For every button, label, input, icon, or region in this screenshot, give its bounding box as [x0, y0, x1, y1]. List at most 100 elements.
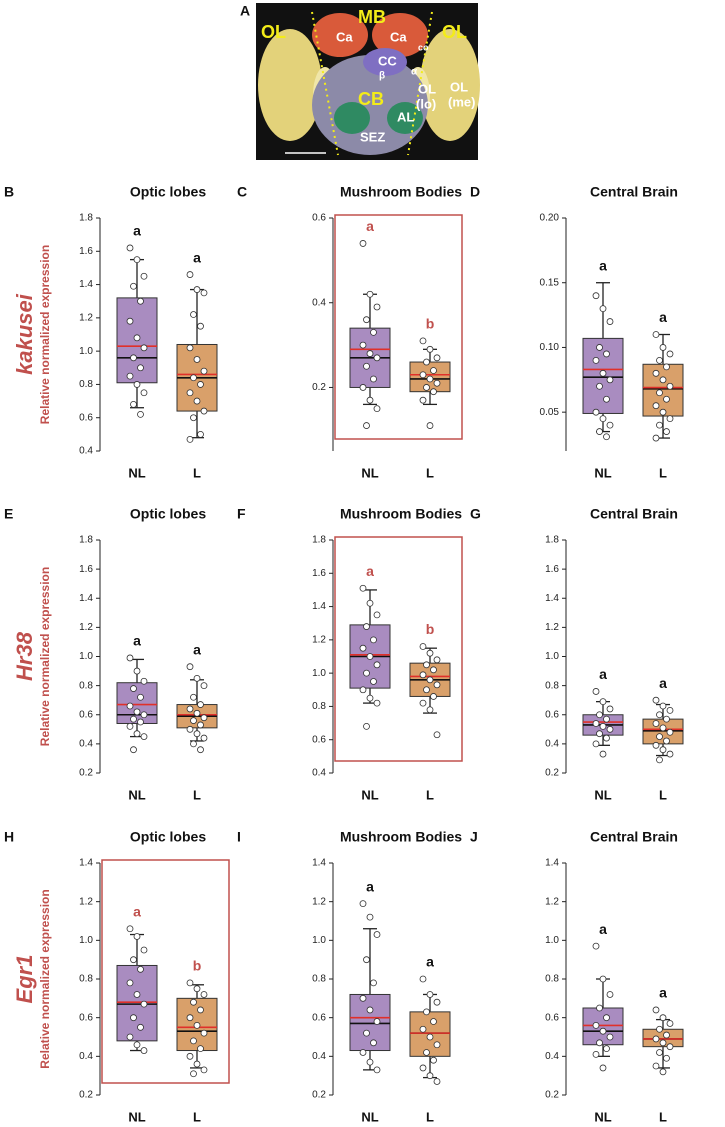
y-tick-label: 0.8: [545, 680, 559, 691]
data-point: [596, 711, 603, 719]
y-tick-label: 1.0: [312, 668, 326, 679]
data-point: [433, 354, 441, 362]
data-point: [433, 681, 441, 689]
data-point: [606, 421, 614, 429]
panel-letter: F: [237, 506, 246, 522]
y-tick-label: 0.2: [312, 382, 326, 393]
data-point: [663, 1054, 670, 1062]
box: [642, 1028, 684, 1048]
panel-letter: I: [237, 829, 241, 845]
data-point: [430, 666, 437, 674]
significance-letter: a: [659, 985, 667, 1001]
data-point: [433, 1041, 441, 1049]
data-point: [592, 292, 600, 300]
data-point: [140, 344, 148, 352]
data-point: [430, 1018, 437, 1025]
y-axis-label: Relative normalized expression: [38, 889, 52, 1068]
data-point: [133, 730, 141, 738]
data-point: [426, 1072, 434, 1080]
data-point: [190, 414, 197, 422]
data-point: [663, 395, 670, 403]
data-point: [190, 693, 197, 701]
data-point: [596, 344, 603, 351]
data-point: [656, 733, 663, 740]
data-point: [186, 725, 194, 733]
y-tick-label: 1.6: [79, 246, 93, 257]
data-point: [423, 384, 430, 391]
highlight-frame: [334, 214, 463, 440]
data-point: [603, 350, 610, 358]
y-tick-label: 1.8: [545, 535, 559, 546]
y-tick-label: 0.4: [312, 768, 326, 779]
data-point: [363, 623, 370, 630]
box: [116, 964, 158, 1042]
data-point: [430, 367, 437, 374]
data-point: [666, 350, 674, 358]
data-point: [592, 1022, 600, 1029]
y-tick-label: 0.6: [312, 1012, 326, 1023]
y-tick-label: 1.6: [545, 564, 559, 575]
y-tick-label: 1.2: [312, 634, 326, 645]
data-point: [659, 408, 667, 416]
data-point: [366, 694, 374, 702]
data-point: [663, 428, 670, 435]
data-point: [366, 599, 374, 607]
data-point: [603, 395, 610, 403]
y-tick-label: 0.8: [312, 701, 326, 712]
y-axis-label: Relative normalized expression: [38, 567, 52, 746]
x-tick-label: L: [426, 1109, 434, 1124]
data-point: [373, 699, 381, 707]
data-point: [186, 979, 194, 987]
data-point: [363, 669, 370, 677]
data-point: [186, 1014, 194, 1022]
data-point: [193, 730, 201, 738]
y-tick-label: 0.4: [79, 446, 93, 457]
data-point: [200, 714, 208, 722]
data-point: [592, 1051, 600, 1058]
y-tick-label: 0.8: [79, 680, 93, 691]
data-point: [659, 724, 667, 732]
data-point: [592, 356, 600, 364]
data-point: [126, 702, 134, 710]
data-point: [373, 661, 381, 669]
y-tick-label: 1.8: [79, 213, 93, 224]
y-tick-label: 0.2: [312, 1090, 326, 1101]
data-point: [200, 367, 208, 375]
data-point: [200, 1066, 208, 1074]
image-label: CC: [378, 53, 397, 68]
y-tick-label: 0.2: [79, 1090, 93, 1101]
image-label: MB: [358, 7, 386, 27]
data-point: [370, 678, 377, 685]
data-point: [363, 723, 370, 730]
data-point: [130, 715, 137, 723]
data-point: [656, 1025, 663, 1033]
data-point: [419, 1064, 427, 1072]
data-point: [137, 1023, 144, 1031]
data-point: [599, 1064, 607, 1072]
image-label: co: [418, 42, 429, 52]
data-point: [373, 303, 381, 311]
panel-letter: C: [237, 184, 247, 200]
data-point: [137, 965, 144, 973]
image-label: OL: [442, 22, 467, 42]
data-point: [606, 725, 614, 733]
y-tick-label: 1.0: [79, 651, 93, 662]
data-point: [433, 998, 441, 1006]
y-tick-label: 1.4: [312, 601, 326, 612]
data-point: [190, 311, 197, 318]
data-point: [659, 344, 667, 351]
data-point: [373, 1018, 381, 1025]
data-point: [366, 350, 374, 357]
x-tick-label: L: [193, 465, 201, 480]
calyx: [312, 13, 368, 57]
data-point: [663, 1031, 670, 1039]
data-point: [659, 376, 667, 384]
data-point: [190, 717, 197, 724]
data-point: [193, 709, 201, 717]
data-point: [423, 1049, 430, 1056]
x-tick-label: NL: [594, 1109, 611, 1124]
data-point: [359, 686, 367, 694]
data-point: [363, 422, 370, 429]
data-point: [423, 661, 430, 669]
data-point: [606, 1033, 614, 1041]
